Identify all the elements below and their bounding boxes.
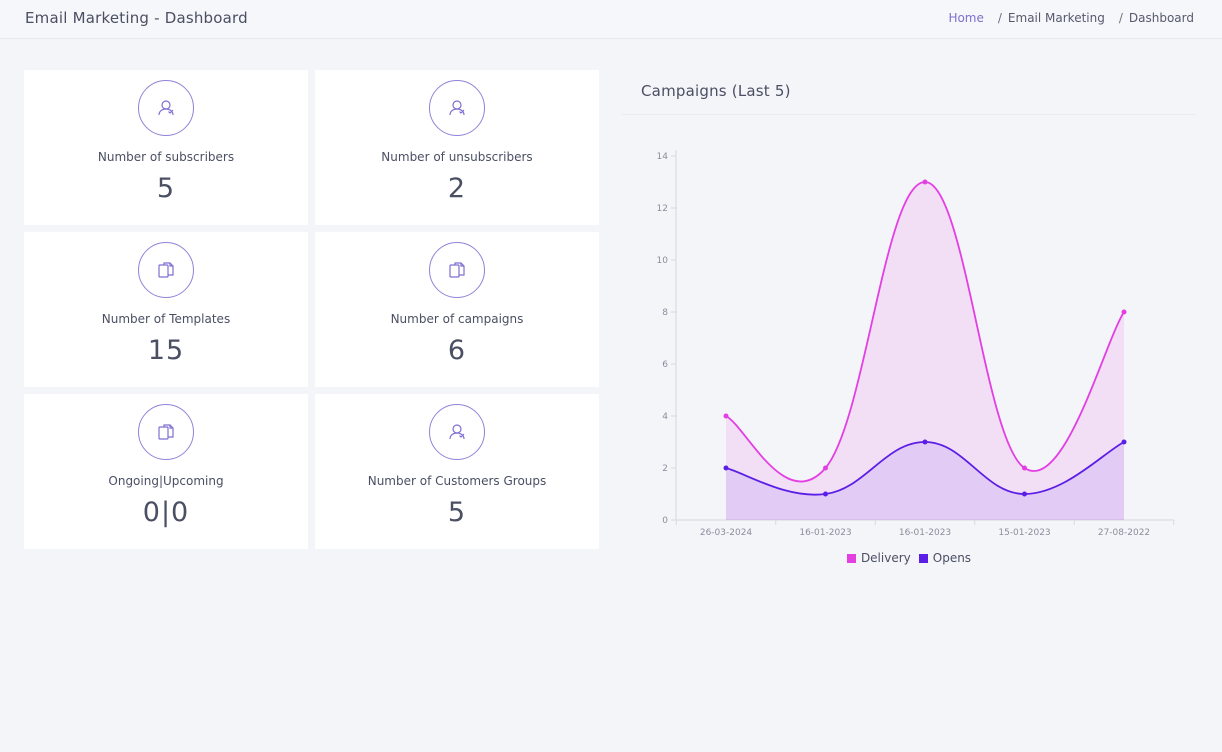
legend-item-delivery[interactable]: Delivery	[846, 551, 911, 565]
y-tick-label: 2	[662, 464, 668, 474]
stat-value: 6	[447, 335, 467, 366]
user-icon	[429, 80, 485, 136]
x-tick-label: 16-01-2023	[899, 528, 951, 538]
stat-label: Number of unsubscribers	[381, 150, 533, 164]
chart-legend: Delivery Opens	[622, 551, 1196, 565]
y-tick-label: 4	[662, 412, 668, 422]
documents-icon	[429, 242, 485, 298]
stat-card-customer-groups: Number of Customers Groups 5	[315, 394, 599, 549]
data-point-opens	[823, 491, 828, 497]
legend-label: Delivery	[860, 551, 911, 565]
data-point-delivery	[1022, 465, 1027, 471]
top-bar: Email Marketing - Dashboard Home / Email…	[0, 0, 1222, 39]
y-tick-label: 0	[662, 516, 668, 526]
data-point-opens	[1121, 439, 1127, 445]
breadcrumb-separator: /	[1118, 11, 1123, 25]
breadcrumb-dashboard: Dashboard	[1128, 11, 1194, 25]
user-icon	[138, 80, 194, 136]
x-tick-label: 26-03-2024	[700, 528, 753, 538]
stat-card-subscribers: Number of subscribers 5	[24, 70, 308, 225]
stat-value: 15	[147, 335, 185, 366]
legend-item-opens[interactable]: Opens	[918, 551, 972, 565]
x-tick-label: 16-01-2023	[799, 528, 851, 538]
stat-label: Number of subscribers	[97, 150, 235, 164]
breadcrumb-home-link[interactable]: Home	[948, 11, 984, 25]
x-tick-label: 15-01-2023	[998, 528, 1050, 538]
stat-value: 5	[447, 497, 467, 528]
series-area-delivery	[726, 182, 1124, 520]
y-tick-label: 6	[662, 360, 668, 370]
chart-title: Campaigns (Last 5)	[641, 82, 791, 100]
stat-card-templates: Number of Templates 15	[24, 232, 308, 387]
stat-value: 0|0	[142, 497, 190, 528]
stat-label: Ongoing|Upcoming	[108, 474, 224, 488]
y-tick-label: 14	[657, 152, 669, 162]
y-tick-label: 10	[657, 256, 669, 266]
user-icon	[429, 404, 485, 460]
documents-icon	[138, 242, 194, 298]
legend-swatch	[846, 553, 856, 563]
data-point-delivery	[922, 179, 928, 185]
data-point-opens	[922, 439, 928, 445]
stat-label: Number of Customers Groups	[367, 474, 547, 488]
stat-value: 5	[156, 173, 176, 204]
stat-value: 2	[447, 173, 467, 204]
documents-icon	[138, 404, 194, 460]
stat-card-campaigns: Number of campaigns 6	[315, 232, 599, 387]
stat-card-unsubscribers: Number of unsubscribers 2	[315, 70, 599, 225]
legend-swatch	[918, 553, 928, 563]
campaigns-chart: 0 2 4 6 8 10 12 14 26-03-2024 16-01-2023 16-01-202…	[657, 150, 1175, 538]
data-point-opens	[1022, 491, 1027, 497]
breadcrumb: Home / Email Marketing / Dashboard	[948, 11, 1194, 25]
legend-label: Opens	[932, 551, 972, 565]
data-point-opens	[723, 465, 729, 471]
page-title: Email Marketing - Dashboard	[25, 9, 248, 27]
stat-label: Number of campaigns	[390, 312, 524, 326]
x-tick-label: 27-08-2022	[1098, 528, 1150, 538]
data-point-delivery	[1121, 309, 1127, 315]
chart-divider	[622, 114, 1196, 115]
stat-card-ongoing-upcoming: Ongoing|Upcoming 0|0	[24, 394, 308, 549]
series-area-opens	[726, 442, 1124, 520]
breadcrumb-separator: /	[997, 11, 1002, 25]
y-tick-label: 8	[662, 308, 668, 318]
campaigns-chart-panel: Campaigns (Last 5) 0 2 4 6 8 10 12 14 26-03-2024…	[622, 70, 1196, 580]
breadcrumb-email-marketing[interactable]: Email Marketing	[1007, 11, 1105, 25]
y-tick-label: 12	[657, 204, 668, 214]
data-point-delivery	[823, 465, 828, 471]
stat-label: Number of Templates	[101, 312, 231, 326]
data-point-delivery	[723, 413, 729, 419]
